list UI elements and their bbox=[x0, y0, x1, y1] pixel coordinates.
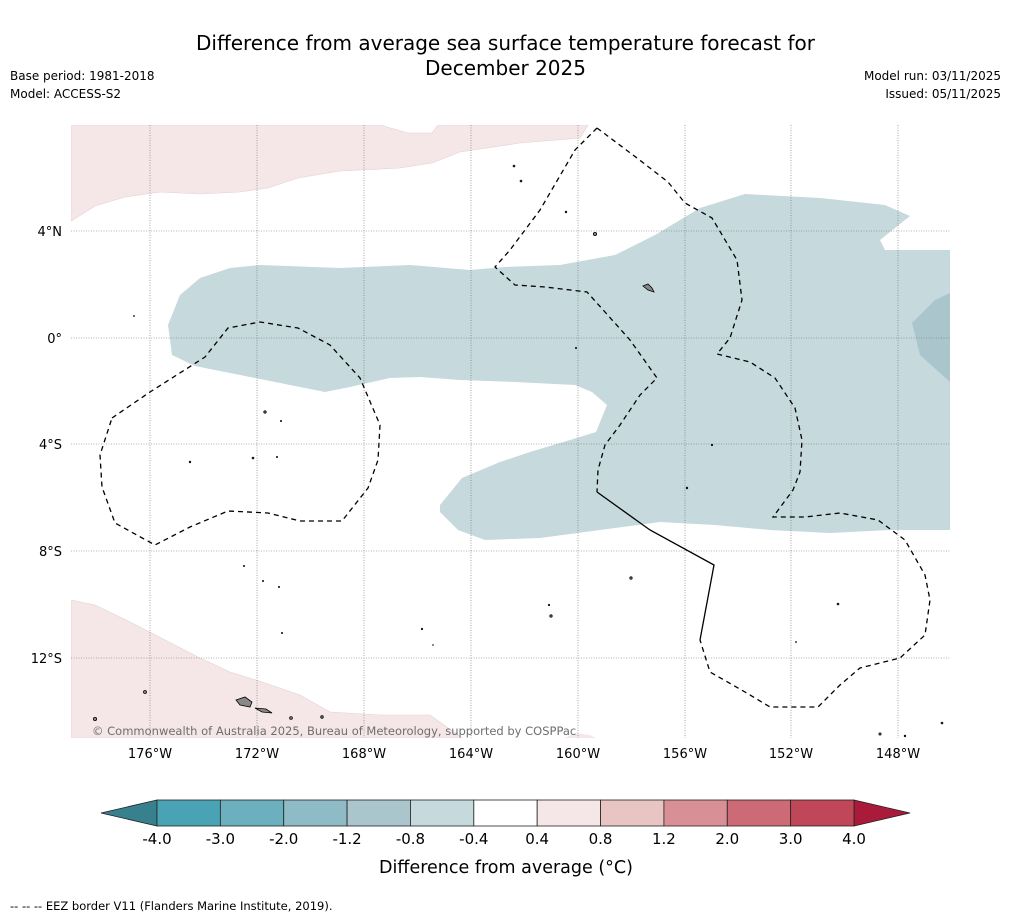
metadata-right: Model run: 03/11/2025 Issued: 05/11/2025 bbox=[864, 67, 1001, 103]
lat-label: 4°S bbox=[39, 438, 62, 453]
colorbar-tick-label: 0.4 bbox=[525, 830, 549, 848]
eez-kiribati-phoenix bbox=[99, 321, 381, 546]
colorbar-tick-label: -0.8 bbox=[396, 830, 425, 848]
colorbar-cell bbox=[790, 799, 855, 827]
lat-label: 8°S bbox=[39, 545, 62, 560]
colorbar-tick-label: -3.0 bbox=[206, 830, 235, 848]
eez-legend-note: -- -- -- EEZ border V11 (Flanders Marine… bbox=[10, 899, 333, 913]
issued-date: Issued: 05/11/2025 bbox=[885, 87, 1001, 101]
colorbar-cell bbox=[346, 799, 411, 827]
colorbar-tick-label: -1.2 bbox=[332, 830, 361, 848]
colorbar-tick-label: -2.0 bbox=[269, 830, 298, 848]
lon-label: 156°W bbox=[663, 747, 707, 762]
warm-anomaly-north bbox=[71, 125, 589, 222]
colorbar-tick-label: -0.4 bbox=[459, 830, 488, 848]
colorbar-cell bbox=[600, 799, 665, 827]
colorbar-cell bbox=[473, 799, 538, 827]
lat-label: 0° bbox=[47, 332, 62, 347]
maritime-boundary bbox=[596, 491, 715, 641]
lon-label: 172°W bbox=[235, 747, 279, 762]
lon-label: 148°W bbox=[876, 747, 920, 762]
model-run: Model run: 03/11/2025 bbox=[863, 69, 1001, 83]
colorbar-over-arrow bbox=[853, 799, 911, 827]
chart-title: Difference from average sea surface temp… bbox=[0, 31, 1011, 81]
eez-borders bbox=[99, 127, 931, 708]
map-copyright: © Commonwealth of Australia 2025, Bureau… bbox=[92, 724, 576, 738]
map-canvas: © Commonwealth of Australia 2025, Bureau… bbox=[71, 125, 950, 738]
colorbar-tick-label: 0.8 bbox=[589, 830, 613, 848]
colorbar-cell bbox=[410, 799, 475, 827]
model-name: Model: ACCESS-S2 bbox=[10, 87, 122, 101]
colorbar-cell bbox=[283, 799, 348, 827]
lon-label: 176°W bbox=[128, 747, 172, 762]
longitude-labels: 176°W 172°W 168°W 164°W 160°W 156°W 152°… bbox=[128, 747, 920, 762]
islands bbox=[93, 164, 944, 738]
island-samoa-savaii bbox=[235, 696, 253, 708]
title-line-2: December 2025 bbox=[425, 56, 586, 80]
graticule bbox=[71, 125, 950, 738]
colorbar-tick-label: 4.0 bbox=[842, 830, 866, 848]
island-samoa-upolu bbox=[254, 707, 273, 714]
eez-kiribati-line bbox=[596, 127, 931, 708]
colorbar-under-arrow bbox=[100, 799, 158, 827]
lon-label: 168°W bbox=[342, 747, 386, 762]
colorbar-tick-label: -4.0 bbox=[142, 830, 171, 848]
colorbar-label: Difference from average (°C) bbox=[379, 858, 633, 878]
cool-anomaly-east bbox=[912, 293, 950, 382]
metadata-left: Base period: 1981-2018 Model: ACCESS-S2 bbox=[10, 67, 155, 103]
colorbar-tick-label: 1.2 bbox=[652, 830, 676, 848]
colorbar-cell bbox=[219, 799, 285, 827]
latitude-labels: 4°N 0° 4°S 8°S 12°S bbox=[31, 225, 62, 667]
warm-anomaly-south bbox=[71, 599, 463, 738]
colorbar-cell bbox=[536, 799, 601, 827]
warm-anomaly-south-east bbox=[565, 733, 596, 738]
title-line-1: Difference from average sea surface temp… bbox=[195, 31, 815, 55]
colorbar: -4.0 -3.0 -2.0 -1.2 -0.8 -0.4 0.4 0.8 1.2 2.0 3.0 4… bbox=[100, 799, 911, 848]
lon-label: 152°W bbox=[769, 747, 813, 762]
colorbar-cell bbox=[663, 799, 728, 827]
island-christmas bbox=[642, 283, 655, 293]
base-period: Base period: 1981-2018 bbox=[10, 69, 155, 83]
colorbar-cell bbox=[156, 799, 221, 827]
colorbar-cell bbox=[726, 799, 792, 827]
cool-anomaly-main bbox=[168, 194, 950, 540]
lon-label: 164°W bbox=[449, 747, 493, 762]
colorbar-tick-label: 3.0 bbox=[779, 830, 803, 848]
lat-label: 4°N bbox=[38, 225, 63, 240]
lon-label: 160°W bbox=[556, 747, 600, 762]
colorbar-tick-label: 2.0 bbox=[715, 830, 739, 848]
lat-label: 12°S bbox=[31, 652, 62, 667]
